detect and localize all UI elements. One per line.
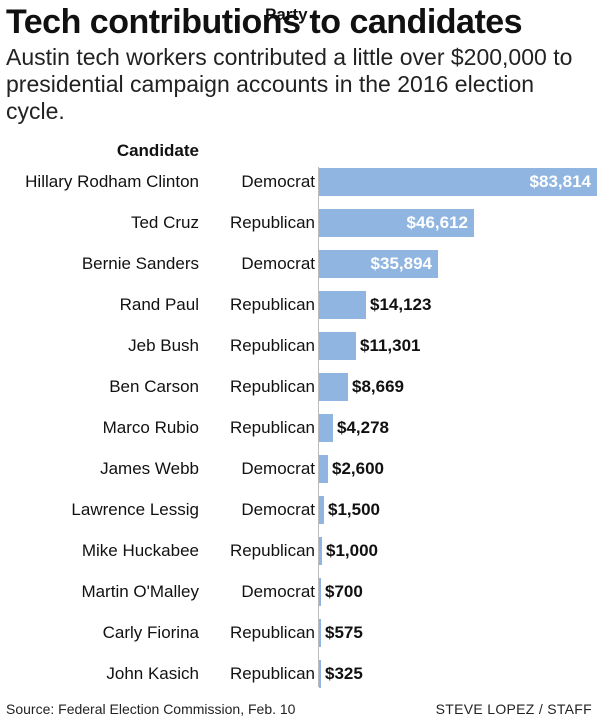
bar	[319, 373, 348, 401]
value-label: $4,278	[337, 418, 389, 437]
bar-row: Ted Cruz Republican $46,612	[0, 208, 600, 238]
bar-row: Bernie Sanders Democrat $35,894	[0, 249, 600, 279]
bar	[319, 332, 356, 360]
value-label: $46,612	[406, 213, 468, 232]
candidate-label: Mike Huckabee	[81, 541, 199, 560]
value-label: $14,123	[370, 295, 432, 314]
bar	[319, 578, 321, 606]
bar	[319, 496, 324, 524]
candidate-label: John Kasich	[106, 664, 199, 683]
candidate-label: Jeb Bush	[128, 336, 199, 355]
party-label: Democrat	[241, 459, 315, 478]
candidate-label: Lawrence Lessig	[71, 500, 199, 519]
bar	[319, 619, 321, 647]
value-label: $1,500	[328, 500, 380, 519]
graphic-credit: STEVE LOPEZ / STAFF	[435, 701, 592, 717]
bar-baseline	[318, 167, 319, 687]
party-label: Democrat	[241, 582, 315, 601]
value-label: $11,301	[360, 336, 421, 355]
value-label: $575	[325, 623, 363, 642]
bar	[319, 537, 322, 565]
party-label: Republican	[229, 664, 315, 683]
candidate-column-header: Candidate	[116, 141, 199, 160]
party-label: Republican	[229, 295, 315, 314]
value-label: $35,894	[370, 254, 432, 273]
bar-row: Carly Fiorina Republican $575	[0, 618, 600, 648]
candidate-label: James Webb	[100, 459, 199, 478]
bar-row: Jeb Bush Republican $11,301	[0, 331, 600, 361]
party-label: Democrat	[241, 500, 315, 519]
candidate-label: Ted Cruz	[130, 213, 199, 232]
bar-row: Ben Carson Republican $8,669	[0, 372, 600, 402]
bar-row: Mike Huckabee Republican $1,000	[0, 536, 600, 566]
candidate-label: Carly Fiorina	[102, 623, 199, 642]
source-note: Source: Federal Election Commission, Feb…	[6, 701, 296, 717]
chart-title: Tech contributions to candidates	[6, 3, 523, 41]
bar-row: Rand Paul Republican $14,123	[0, 290, 600, 320]
bar	[319, 660, 321, 688]
bar-row: Martin O'Malley Democrat $700	[0, 577, 600, 607]
candidate-label: Ben Carson	[109, 377, 199, 396]
bar	[319, 168, 597, 196]
party-label: Republican	[229, 541, 315, 560]
bar-row: Lawrence Lessig Democrat $1,500	[0, 495, 600, 525]
bar-row: Hillary Rodham Clinton Democrat $83,814	[0, 167, 600, 197]
party-column-header: Party	[265, 5, 308, 24]
party-label: Democrat	[241, 172, 315, 191]
candidate-label: Rand Paul	[119, 295, 199, 314]
bar-row: John Kasich Republican $325	[0, 659, 600, 689]
bar	[319, 250, 438, 278]
candidate-label: Hillary Rodham Clinton	[25, 172, 199, 191]
party-label: Republican	[229, 418, 315, 437]
party-label: Democrat	[241, 254, 315, 273]
value-label: $8,669	[352, 377, 404, 396]
bar	[319, 414, 333, 442]
value-label: $325	[325, 664, 363, 683]
chart-subtitle: Austin tech workers contributed a little…	[6, 44, 573, 124]
value-label: $700	[325, 582, 363, 601]
bar-chart: Hillary Rodham Clinton Democrat $83,814 Ted…	[0, 167, 600, 689]
bar-row: Marco Rubio Republican $4,278	[0, 413, 600, 443]
candidate-label: Bernie Sanders	[81, 254, 199, 273]
value-label: $2,600	[332, 459, 384, 478]
bar-row: James Webb Democrat $2,600	[0, 454, 600, 484]
party-label: Republican	[229, 213, 315, 232]
party-label: Republican	[229, 377, 315, 396]
bar	[319, 455, 328, 483]
value-label: $83,814	[529, 172, 591, 191]
value-label: $1,000	[326, 541, 378, 560]
bar	[319, 291, 366, 319]
candidate-label: Marco Rubio	[102, 418, 199, 437]
party-label: Republican	[229, 336, 315, 355]
candidate-label: Martin O'Malley	[81, 582, 199, 601]
party-label: Republican	[229, 623, 315, 642]
bar	[319, 209, 474, 237]
